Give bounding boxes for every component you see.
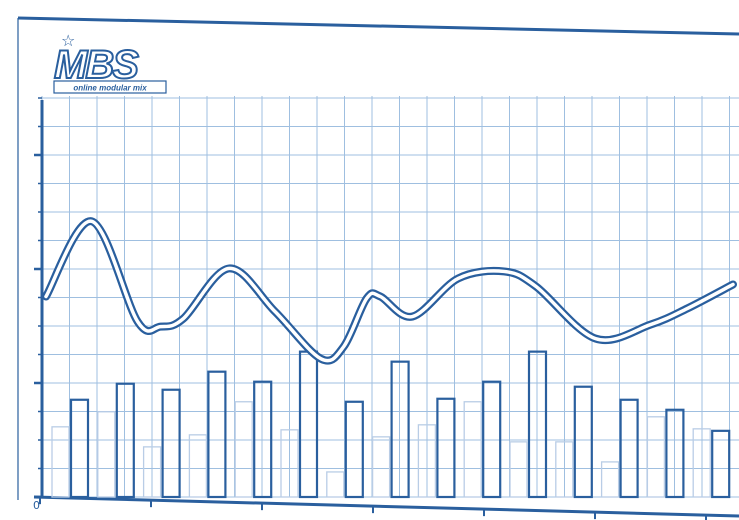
axis-origin-label: 0 — [33, 499, 40, 512]
bar-1-7 — [326, 471, 345, 498]
bar-1-11 — [509, 441, 528, 498]
curve-outline — [42, 217, 737, 365]
bar-1-3 — [142, 446, 162, 498]
bar-2-14 — [665, 408, 685, 499]
chart-frame — [17, 16, 739, 520]
logo-tagline: online modular mix — [73, 84, 147, 93]
bar-1-5 — [234, 401, 253, 498]
bar-1-15 — [692, 428, 711, 498]
bar-1-10 — [463, 401, 482, 498]
logo-tagline-box — [53, 80, 167, 94]
bar-2-13 — [619, 398, 639, 499]
bar-2-7 — [344, 400, 364, 499]
bar-2-3 — [161, 388, 181, 499]
bar-1-6 — [280, 429, 299, 498]
bar-1-4 — [188, 434, 208, 498]
bar-2-11 — [527, 350, 548, 499]
bar-2-15 — [711, 429, 731, 499]
bar-1-12 — [555, 441, 574, 498]
bar-1-8 — [371, 436, 391, 498]
bar-2-6 — [298, 350, 319, 499]
bar-2-9 — [436, 397, 456, 499]
bar-2-5 — [253, 380, 273, 499]
curve-inner — [44, 219, 735, 363]
bar-1-1 — [51, 426, 70, 498]
bar-1-14 — [646, 416, 666, 498]
x-axis — [33, 495, 739, 518]
bar-2-4 — [207, 370, 227, 499]
bar-1-9 — [417, 424, 437, 498]
bar-2-2 — [115, 382, 135, 499]
bar-series — [51, 350, 731, 499]
bar-1-2 — [97, 411, 116, 498]
star-icon: ☆ — [61, 31, 75, 50]
top-border — [17, 16, 739, 36]
bar-2-1 — [69, 398, 90, 499]
logo-wordmark: MBS — [54, 43, 139, 87]
bar-2-8 — [390, 360, 410, 499]
overlay-curve — [42, 217, 737, 365]
chart-grid — [41, 96, 739, 498]
bar-2-12 — [573, 385, 593, 499]
bar-1-13 — [600, 461, 620, 498]
mbs-logo: ☆ MBS online modular mix — [53, 31, 167, 94]
bar-2-10 — [482, 380, 502, 499]
